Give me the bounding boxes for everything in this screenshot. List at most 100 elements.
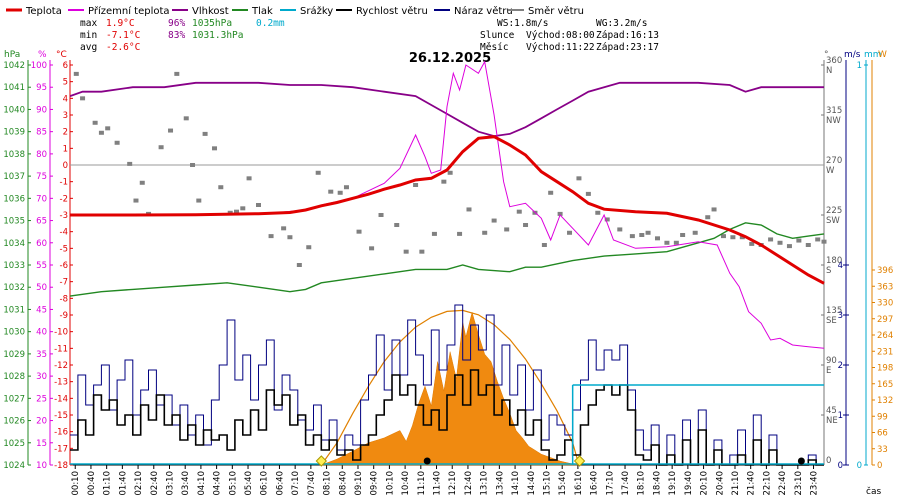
solar-radiation-area [321, 311, 579, 466]
press-tick-label: 1027 [3, 394, 25, 404]
wind-direction-point [394, 223, 400, 227]
time-tick-label: 05:40 [244, 471, 254, 496]
hum-tick-label: 35 [36, 350, 47, 360]
rain-tick-label: 1 [857, 61, 862, 71]
time-tick-label: 15:10 [542, 471, 552, 496]
wind-direction-point [419, 249, 425, 254]
wind-direction-point [369, 246, 375, 251]
unit-press: hPa [4, 50, 20, 60]
wind-direction-point [168, 128, 174, 133]
wind-direction-point [777, 240, 783, 245]
time-tick-label: 04:40 [213, 471, 223, 496]
temp-tick-label: 1 [63, 144, 68, 154]
wind-layer [70, 304, 824, 466]
temperature-line [70, 135, 825, 285]
unit-temp: °C [56, 50, 67, 60]
time-tick-label: 18:10 [637, 471, 647, 496]
wind-direction-point [617, 227, 623, 232]
wind-direction-point [343, 185, 349, 190]
wind-direction-point [190, 163, 196, 167]
wind-direction-point [541, 243, 547, 247]
time-tick-label: 00:40 [87, 471, 97, 496]
wind-direction-point [431, 231, 437, 236]
time-tick-label: 06:10 [260, 471, 270, 496]
sunrise-marker [315, 455, 328, 467]
info-sun-rise: Východ:08:00 [526, 30, 595, 41]
wind-direction-point [246, 176, 252, 181]
wind-direction-point [127, 161, 133, 166]
wind-direction-point [466, 207, 472, 212]
press-tick-label: 1025 [3, 439, 25, 449]
wind-direction-point [491, 218, 497, 223]
temp-tick-label: -15 [54, 411, 68, 421]
legend-label-smer-vetru: Směr větru [528, 5, 584, 17]
time-tick-label: 14:10 [511, 471, 521, 496]
unit-labels: hPa % °C ° m/s mm W [4, 50, 887, 60]
press-tick-label: 1035 [3, 217, 25, 227]
stat-max-rain: 0.2mm [256, 18, 285, 29]
x-axis-label: čas [866, 486, 881, 497]
wind-direction-point [720, 234, 726, 239]
dir-tick-label: 315 [826, 106, 842, 116]
hum-tick-label: 95 [36, 83, 47, 93]
markers-layer [315, 455, 805, 467]
stats-block: max 1.9°C 96% 1035hPa 0.2mm min -7.1°C 8… [80, 18, 285, 53]
temp-tick-label: 0 [63, 161, 68, 171]
temp-tick-label: 2 [63, 128, 68, 138]
wind-direction-point [523, 223, 529, 227]
hum-tick-label: 20 [36, 417, 47, 427]
stat-max-label: max [80, 18, 97, 29]
press-tick-label: 1042 [3, 61, 25, 71]
hum-tick-label: 25 [36, 394, 47, 404]
wind-direction-point [202, 131, 208, 136]
dir-tick-compass: NE [826, 416, 838, 426]
legend-label-srazky: Srážky [300, 5, 333, 17]
info-ws: WS:1.8m/s [497, 18, 548, 29]
hum-tick-label: 55 [36, 261, 47, 271]
wind-direction-point [805, 243, 811, 247]
wind-direction-point [98, 130, 104, 135]
wind-direction-point [114, 140, 120, 145]
wind-direction-point [212, 146, 218, 151]
stat-max-press: 1035hPa [192, 18, 232, 29]
time-tick-label: 18:40 [652, 471, 662, 496]
hum-tick-label: 75 [36, 172, 47, 182]
time-tick-label: 12:40 [464, 471, 474, 496]
wind-direction-point [240, 206, 246, 211]
hum-tick-label: 70 [36, 194, 47, 204]
info-moon-set: Západ:23:17 [596, 42, 659, 53]
press-tick-label: 1036 [3, 194, 25, 204]
time-tick-label: 09:40 [370, 471, 380, 496]
humidity-layer [69, 81, 824, 138]
wind-direction-point [595, 210, 601, 215]
time-tick-label: 17:10 [605, 471, 615, 496]
time-tick-label: 10:40 [401, 471, 411, 496]
wind-direction-point [749, 241, 755, 246]
temp-tick-label: -10 [54, 328, 68, 338]
wind-direction-point [730, 235, 736, 240]
stat-min-press: 1031.3hPa [192, 30, 243, 41]
temp-tick-label: -9 [60, 311, 68, 321]
wind-tick-label: 3 [838, 311, 843, 321]
chart-title: 26.12.2025 [409, 51, 491, 66]
wind-direction-point [306, 245, 312, 250]
wind-direction-point [821, 239, 827, 244]
unit-dir: ° [824, 50, 829, 60]
dir-tick-label: 0 [826, 456, 831, 466]
wind-direction-point [739, 235, 745, 240]
wind-direction-point [516, 209, 522, 214]
time-tick-label: 15:40 [558, 471, 568, 496]
wind-tick-label: 1 [838, 411, 843, 421]
time-tick-label: 21:40 [747, 471, 757, 496]
wind-direction-point [256, 203, 261, 207]
temp-tick-label: -8 [60, 294, 68, 304]
legend-label-prizemni-teplota: Přízemní teplota [88, 5, 170, 17]
temp-tick-label: -14 [54, 394, 68, 404]
wind-tick-label: 4 [838, 261, 843, 271]
unit-hum: % [38, 50, 47, 60]
wind-direction-point [504, 227, 510, 232]
temp-tick-label: 5 [63, 78, 68, 88]
wind-direction-point [105, 126, 111, 131]
hum-tick-label: 60 [36, 239, 47, 249]
